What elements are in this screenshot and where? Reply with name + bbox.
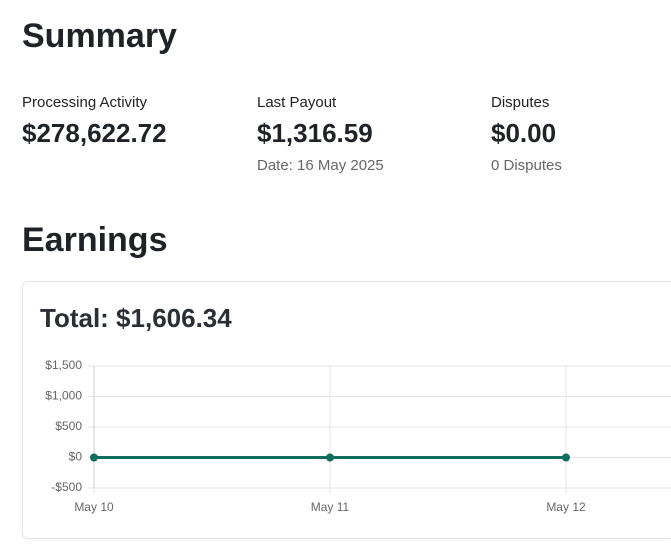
y-tick-label: $500: [55, 419, 82, 433]
stat-value: $278,622.72: [22, 118, 167, 148]
x-tick-label: May 12: [546, 500, 586, 514]
point: [562, 453, 570, 462]
x-tick-label: May 11: [311, 500, 350, 514]
stat-value: $1,316.59: [257, 118, 373, 148]
earnings-title: Earnings: [22, 221, 168, 259]
stat-note: Date: 16 May 2025: [257, 157, 384, 174]
point: [90, 453, 98, 462]
stat-label: Processing Activity: [22, 94, 148, 111]
y-tick-label: $1,000: [45, 389, 82, 403]
earnings-total: Total: $1,606.34: [40, 303, 232, 333]
stat-note: 0 Disputes: [491, 157, 562, 174]
earnings-card: [22, 281, 671, 539]
stat-value: $0.00: [491, 118, 557, 148]
y-tick-label: -$500: [51, 480, 82, 494]
stat-label: Disputes: [491, 94, 550, 111]
y-tick-label: $0: [69, 450, 83, 464]
x-tick-label: May 10: [74, 500, 114, 514]
stat-label: Last Payout: [257, 94, 337, 111]
point: [326, 453, 334, 462]
summary-title: Summary: [22, 17, 177, 55]
y-tick-label: $1,500: [45, 358, 82, 372]
